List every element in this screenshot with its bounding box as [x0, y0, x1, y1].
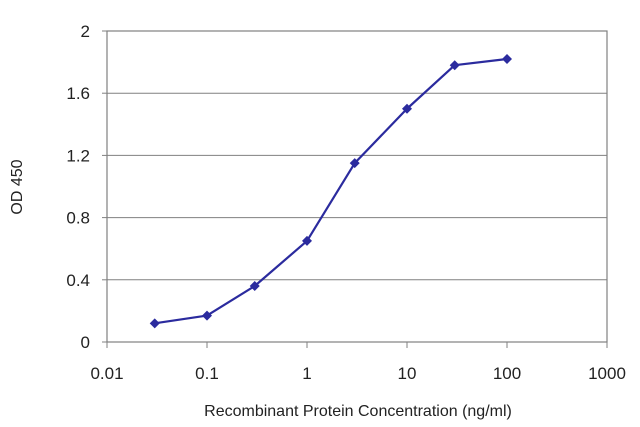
y-tick-label: 1.6: [66, 84, 90, 103]
x-tick-label: 0.1: [195, 364, 219, 383]
series-line: [154, 57, 508, 325]
y-axis-ticks: 0 0.4 0.8 1.2 1.6 2: [66, 22, 107, 352]
plot-area: [106, 30, 608, 343]
data-point: [202, 310, 212, 321]
data-point: [402, 103, 412, 114]
y-tick-label: 1.2: [66, 146, 90, 165]
x-tick-label: 1: [302, 364, 311, 383]
data-point: [502, 53, 512, 64]
x-tick-label: 0.01: [90, 364, 123, 383]
gridlines: [107, 92, 607, 281]
y-tick-label: 2: [81, 22, 90, 41]
data-point: [349, 158, 360, 169]
y-axis-label: OD 450: [9, 159, 26, 214]
x-tick-label: 1000: [588, 364, 626, 383]
x-axis-ticks: 0.01 0.1 1 10 100 1000: [90, 342, 626, 383]
y-tick-label: 0: [81, 333, 90, 352]
data-point: [302, 235, 312, 246]
data-point: [149, 318, 160, 329]
data-point: [249, 281, 260, 292]
series-group: [149, 53, 512, 329]
y-tick-label: 0.8: [66, 209, 90, 228]
x-tick-label: 10: [398, 364, 417, 383]
data-point: [449, 60, 460, 71]
y-tick-label: 0.4: [66, 271, 90, 290]
x-axis-label: Recombinant Protein Concentration (ng/ml…: [204, 403, 512, 420]
x-tick-label: 100: [493, 364, 521, 383]
